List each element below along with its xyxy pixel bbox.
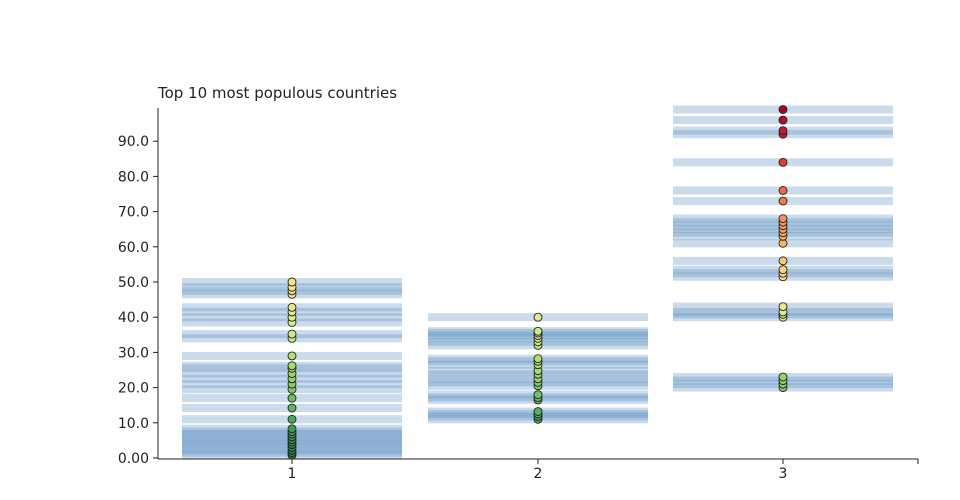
data-point [778, 105, 788, 114]
axes: 0.00 10.0 20.0 30.0 40.0 50.0 60.0 70.0 80.0 90.0… [118, 108, 919, 482]
data-point [287, 302, 297, 312]
data-point [778, 372, 788, 382]
data-point [533, 326, 543, 336]
data-point [778, 302, 788, 312]
data-point [533, 312, 543, 322]
data-point [287, 351, 297, 361]
y-tick-label: 40.0 [118, 310, 149, 326]
y-tick-label: 0.00 [118, 451, 149, 467]
data-point [778, 214, 788, 224]
x-tick-label: 1 [288, 466, 297, 482]
chart-title: Top 10 most populous countries [157, 84, 397, 102]
y-tick-label: 60.0 [118, 240, 149, 256]
data-point [778, 115, 788, 125]
data-point [533, 390, 543, 400]
data-point [533, 354, 543, 364]
y-tick-label: 10.0 [118, 416, 149, 432]
y-tick-label: 80.0 [118, 169, 149, 185]
data-point [778, 256, 788, 266]
x-tick-label: 2 [534, 466, 543, 482]
data-point [287, 414, 297, 424]
markers-layer [287, 105, 788, 460]
data-point [287, 393, 297, 403]
data-point [287, 361, 297, 371]
data-point [287, 329, 297, 339]
data-point [778, 126, 788, 136]
y-tick-label: 70.0 [118, 205, 149, 221]
y-tick-label: 20.0 [118, 381, 149, 397]
data-point [778, 186, 788, 195]
y-tick-label: 50.0 [118, 275, 149, 291]
y-tick-label: 90.0 [118, 134, 149, 150]
data-point [287, 403, 297, 413]
data-point [778, 265, 788, 275]
y-tick-label: 30.0 [118, 345, 149, 361]
data-point [778, 157, 788, 167]
data-point [778, 196, 788, 206]
data-point [287, 277, 297, 287]
data-point [533, 407, 543, 416]
data-point [287, 424, 297, 434]
x-tick-label: 3 [779, 466, 788, 482]
